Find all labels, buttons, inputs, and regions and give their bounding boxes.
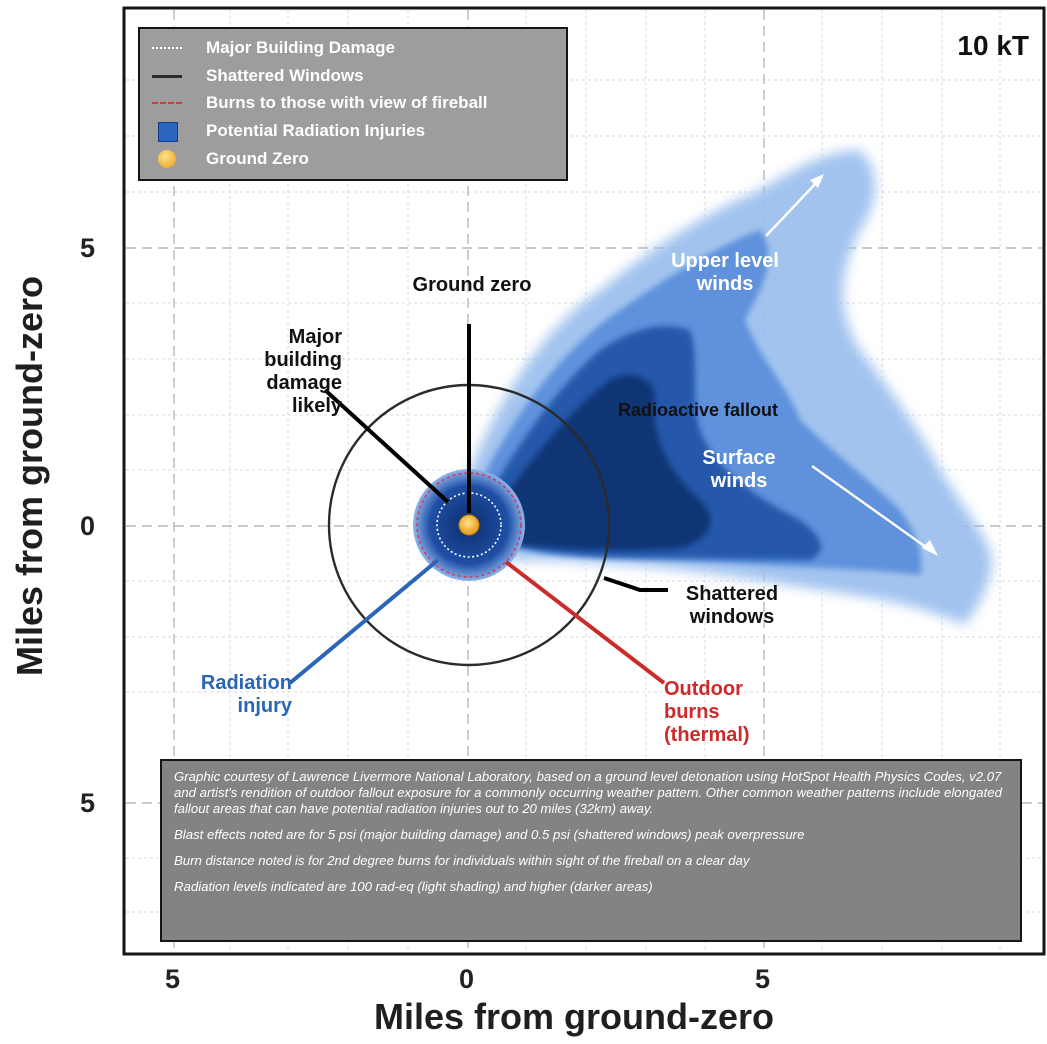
- major-damage-label: Major building damage likely: [264, 326, 342, 417]
- outdoor-burns-leader: [504, 560, 666, 685]
- x-axis-title: Miles from ground-zero: [374, 996, 775, 1037]
- legend-label: Shattered Windows: [206, 66, 364, 85]
- x-tick-label: 5: [165, 964, 181, 994]
- legend-label: Ground Zero: [206, 149, 309, 168]
- blue-square-icon: [158, 122, 178, 142]
- dotted-line-icon: [152, 47, 182, 49]
- shattered-windows-leader: [603, 576, 668, 592]
- outdoor-burns-label: Outdoor burns (thermal): [664, 678, 750, 746]
- outdoor-burns-ring: [416, 472, 522, 578]
- orange-dot-icon: [158, 150, 176, 168]
- fallout-darkest-region: [495, 375, 711, 551]
- radioactive-fallout-plume: [470, 150, 992, 625]
- ground-zero-label: Ground zero: [412, 274, 532, 296]
- upper-winds-label: Upper level winds: [671, 250, 779, 295]
- leader-lines: [288, 174, 938, 685]
- y-axis-title: Miles from ground-zero: [9, 275, 50, 677]
- dashed-red-line-icon: [152, 102, 182, 104]
- legend-item-radiation: Potential Radiation Injuries: [140, 118, 566, 144]
- legend-label: Potential Radiation Injuries: [206, 121, 426, 140]
- note-paragraph: Blast effects noted are for 5 psi (major…: [174, 827, 805, 842]
- shattered-windows-label: Shattered windows: [685, 583, 779, 628]
- legend-label: Burns to those with view of fireball: [206, 93, 488, 112]
- surface-winds-label: Surface winds: [702, 447, 776, 492]
- legend-item-burns: Burns to those with view of fireball: [140, 90, 566, 116]
- note-paragraph: Radiation levels indicated are 100 rad-e…: [174, 879, 653, 894]
- legend-label: Major Building Damage: [206, 38, 395, 57]
- legend: Major Building Damage Shattered Windows …: [138, 27, 568, 181]
- radiation-injury-leader: [288, 558, 440, 685]
- y-tick-label: 5: [80, 233, 96, 263]
- yield-title: 10 kT: [957, 30, 1029, 61]
- y-tick-label: 0: [80, 511, 96, 541]
- y-tick-label: 5: [80, 788, 96, 818]
- x-tick-label: 5: [755, 964, 771, 994]
- upper-winds-arrowhead: [810, 174, 824, 188]
- surface-winds-arrowhead: [922, 540, 938, 556]
- radioactive-fallout-label: Radioactive fallout: [617, 400, 779, 420]
- legend-item-ground-zero: Ground Zero: [140, 146, 566, 172]
- solid-line-icon: [152, 75, 182, 78]
- major-building-damage-ring: [436, 492, 502, 558]
- note-paragraph: Burn distance noted is for 2nd degree bu…: [174, 853, 750, 868]
- major-damage-leader: [323, 388, 450, 504]
- surface-winds-arrow: [811, 465, 931, 551]
- x-tick-label: 0: [459, 964, 475, 994]
- upper-winds-arrow: [765, 180, 819, 237]
- radiation-injury-label: Radiation injury: [200, 672, 292, 717]
- ground-zero-dot: [458, 514, 480, 536]
- note-paragraph: Graphic courtesy of Lawrence Livermore N…: [174, 769, 1002, 816]
- source-note: Graphic courtesy of Lawrence Livermore N…: [160, 759, 1022, 942]
- legend-item-shattered-windows: Shattered Windows: [140, 63, 566, 89]
- legend-item-major-building-damage: Major Building Damage: [140, 35, 566, 61]
